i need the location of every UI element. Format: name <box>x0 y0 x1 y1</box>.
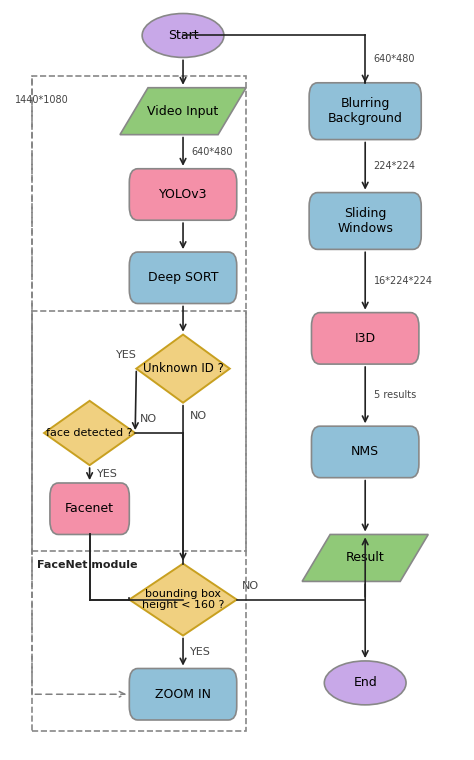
Text: Facenet: Facenet <box>65 502 114 515</box>
Text: Unknown ID ?: Unknown ID ? <box>143 363 223 375</box>
Text: NO: NO <box>241 581 258 591</box>
Text: Result: Result <box>346 552 384 565</box>
Text: Deep SORT: Deep SORT <box>148 271 219 284</box>
FancyBboxPatch shape <box>309 192 421 249</box>
Text: YOLOv3: YOLOv3 <box>159 188 207 201</box>
Text: face detected ?: face detected ? <box>46 428 133 438</box>
FancyBboxPatch shape <box>129 169 237 220</box>
Text: Video Input: Video Input <box>147 105 219 118</box>
Text: 640*480: 640*480 <box>374 54 415 64</box>
Bar <box>32 311 246 551</box>
Text: bounding box
height < 160 ?: bounding box height < 160 ? <box>142 589 224 610</box>
Ellipse shape <box>142 14 224 58</box>
Polygon shape <box>129 564 237 635</box>
Text: NMS: NMS <box>351 445 379 458</box>
Text: Start: Start <box>168 29 198 42</box>
Text: NO: NO <box>190 411 207 421</box>
Text: 5 results: 5 results <box>374 390 416 401</box>
Text: FaceNet module: FaceNet module <box>37 560 137 570</box>
FancyBboxPatch shape <box>50 483 129 534</box>
Text: End: End <box>353 676 377 689</box>
Text: YES: YES <box>190 647 211 657</box>
Text: YES: YES <box>97 469 118 479</box>
Ellipse shape <box>324 661 406 705</box>
FancyBboxPatch shape <box>311 426 419 478</box>
Polygon shape <box>302 534 428 581</box>
Text: 16*224*224: 16*224*224 <box>374 276 433 286</box>
Text: 1440*1080: 1440*1080 <box>15 95 69 105</box>
Polygon shape <box>120 87 246 135</box>
FancyBboxPatch shape <box>309 83 421 140</box>
Polygon shape <box>137 334 230 403</box>
FancyBboxPatch shape <box>129 669 237 720</box>
Text: 224*224: 224*224 <box>374 161 416 171</box>
Text: Blurring
Background: Blurring Background <box>328 97 402 125</box>
Text: Sliding
Windows: Sliding Windows <box>337 207 393 235</box>
Text: ZOOM IN: ZOOM IN <box>155 688 211 701</box>
Text: 640*480: 640*480 <box>191 147 233 157</box>
FancyBboxPatch shape <box>129 252 237 303</box>
Text: I3D: I3D <box>355 332 376 345</box>
Polygon shape <box>44 401 135 465</box>
Text: NO: NO <box>140 414 157 424</box>
FancyBboxPatch shape <box>311 312 419 364</box>
Text: YES: YES <box>116 350 137 360</box>
Bar <box>32 76 246 731</box>
